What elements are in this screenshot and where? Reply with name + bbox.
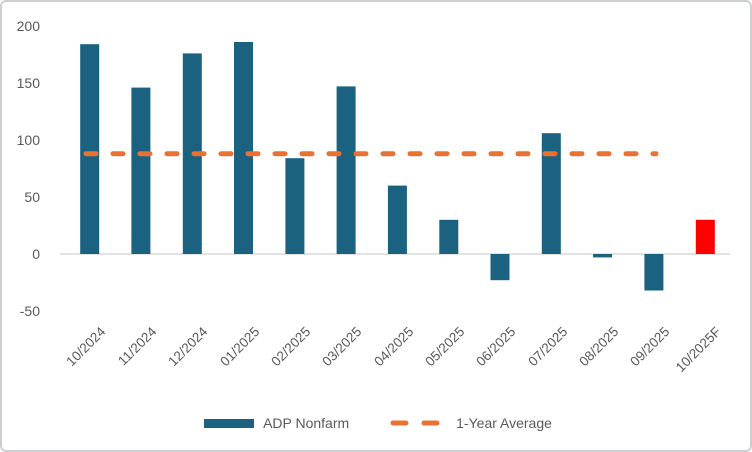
- bar-09/2025: [644, 254, 664, 291]
- y-tick--50: -50: [19, 303, 40, 319]
- bar-08/2025: [593, 254, 613, 258]
- bar-11/2024: [131, 87, 151, 254]
- bar-06/2025: [490, 254, 510, 281]
- y-tick-200: 200: [16, 18, 40, 34]
- legend-item-1-year-average: 1-Year Average: [389, 415, 552, 431]
- legend-item-adp-nonfarm: ADP Nonfarm: [204, 415, 349, 431]
- y-tick-50: 50: [24, 189, 40, 205]
- y-tick-150: 150: [16, 75, 40, 91]
- y-tick-0: 0: [32, 246, 40, 262]
- bar-01/2025: [234, 42, 253, 254]
- legend-label-adp-nonfarm: ADP Nonfarm: [263, 415, 350, 431]
- bar-07/2025: [541, 133, 561, 254]
- dash-series-swatch-icon: [390, 420, 446, 426]
- y-tick-100: 100: [16, 132, 40, 148]
- legend: ADP Nonfarm 1-Year Average: [2, 408, 750, 438]
- bar-02/2025: [285, 158, 305, 254]
- bar-series-swatch-icon: [204, 418, 255, 428]
- bar-10/2025F: [695, 219, 715, 254]
- bar-05/2025: [439, 219, 459, 254]
- bar-03/2025: [336, 86, 356, 255]
- bar-04/2025: [387, 185, 407, 254]
- bar-10/2024: [80, 44, 100, 255]
- legend-label-1-year-average: 1-Year Average: [456, 415, 552, 431]
